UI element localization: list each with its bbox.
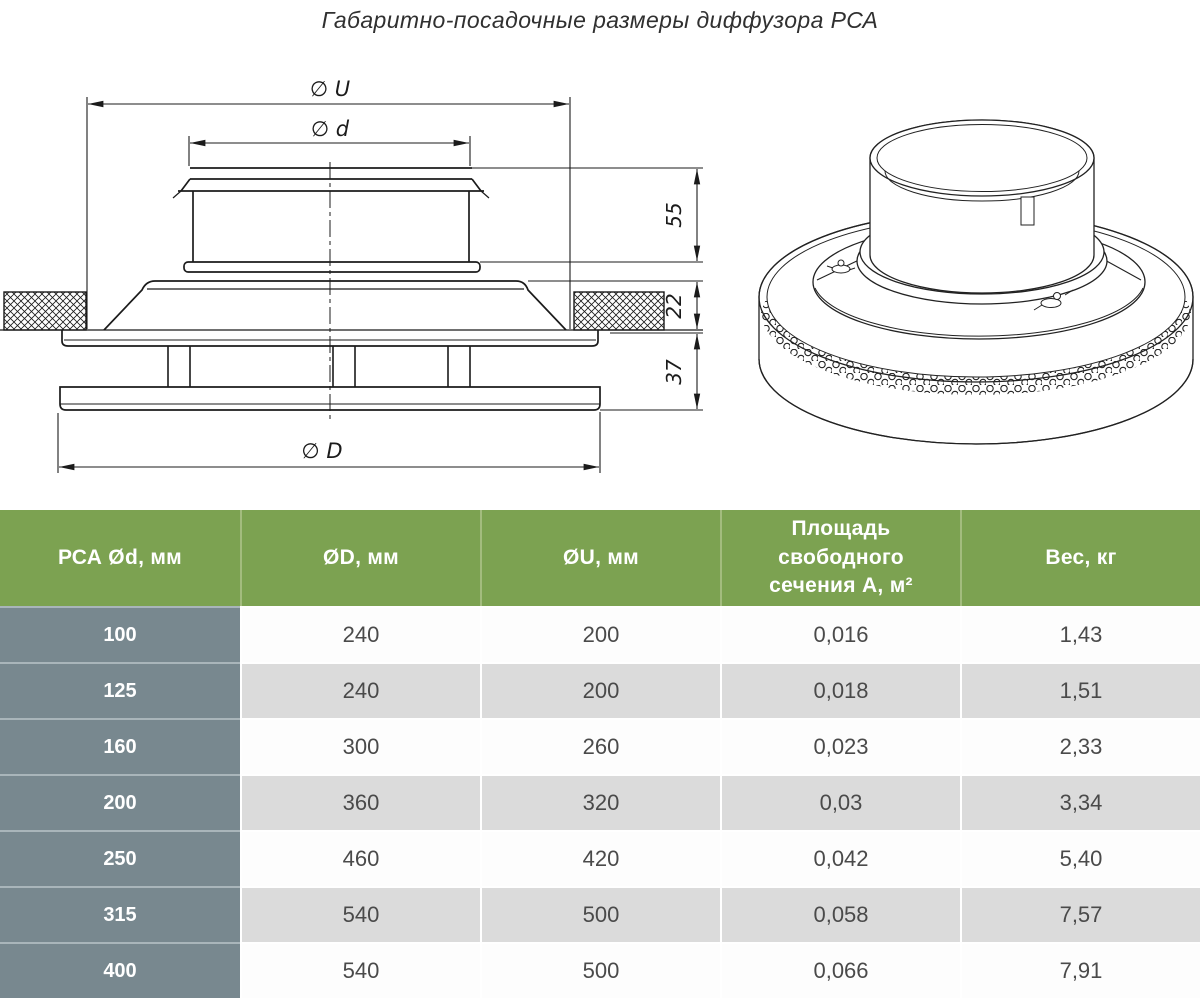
- dim-label-37: 37: [662, 359, 686, 385]
- table-row: 125 240 200 0,018 1,51: [0, 662, 1200, 718]
- table-cell: 500: [480, 886, 720, 942]
- table-cell: 540: [240, 942, 480, 998]
- table-cell: 3,34: [960, 774, 1200, 830]
- iso-neck: [869, 119, 1095, 294]
- table-row: 250 460 420 0,042 5,40: [0, 830, 1200, 886]
- table-cell: 0,042: [720, 830, 960, 886]
- table-row: 160 300 260 0,023 2,33: [0, 718, 1200, 774]
- table-cell: 0,016: [720, 606, 960, 662]
- dim-label-22: 22: [662, 293, 686, 318]
- dimension-55-22-37: [472, 167, 703, 411]
- ceiling-hatch: [0, 291, 703, 331]
- row-header-cell: 400: [0, 942, 240, 998]
- table-cell: 7,91: [960, 942, 1200, 998]
- dimension-big-d: [57, 412, 601, 473]
- table-cell: 240: [240, 662, 480, 718]
- table-cell: 320: [480, 774, 720, 830]
- isometric-drawing: [758, 119, 1194, 445]
- table-cell: 500: [480, 942, 720, 998]
- dim-label-big-d: ∅ D: [301, 439, 342, 463]
- table-cell: 360: [240, 774, 480, 830]
- table-cell: 1,43: [960, 606, 1200, 662]
- table-cell: 460: [240, 830, 480, 886]
- table-cell: 0,066: [720, 942, 960, 998]
- table-cell: 200: [480, 662, 720, 718]
- spacer-posts: [167, 346, 471, 387]
- table-row: 400 540 500 0,066 7,91: [0, 942, 1200, 998]
- dimension-u: [86, 97, 571, 329]
- table-cell: 240: [240, 606, 480, 662]
- dim-label-d: ∅ d: [311, 117, 350, 141]
- table-cell: 5,40: [960, 830, 1200, 886]
- table-cell: 1,51: [960, 662, 1200, 718]
- page-title: Габаритно-посадочные размеры диффузора Р…: [321, 7, 879, 33]
- table-cell: 0,023: [720, 718, 960, 774]
- row-header-cell: 315: [0, 886, 240, 942]
- col-header-diameter-d: РСА Ød, мм: [0, 510, 240, 606]
- row-header-cell: 250: [0, 830, 240, 886]
- table-row: 100 240 200 0,016 1,43: [0, 606, 1200, 662]
- section-drawing: ∅ U ∅ d ∅ D 55 22 37: [0, 77, 703, 473]
- table-row: 200 360 320 0,03 3,34: [0, 774, 1200, 830]
- col-header-weight: Вес, кг: [960, 510, 1200, 606]
- body-outline: [103, 280, 567, 331]
- table-cell: 7,57: [960, 886, 1200, 942]
- table-cell: 200: [480, 606, 720, 662]
- table-cell: 300: [240, 718, 480, 774]
- table-header-row: РСА Ød, мм ØD, мм ØU, мм Площадь свободн…: [0, 510, 1200, 606]
- row-header-cell: 200: [0, 774, 240, 830]
- table-cell: 540: [240, 886, 480, 942]
- table-cell: 420: [480, 830, 720, 886]
- col-header-diameter-D: ØD, мм: [240, 510, 480, 606]
- table-cell: 0,03: [720, 774, 960, 830]
- dimensions-table: РСА Ød, мм ØD, мм ØU, мм Площадь свободн…: [0, 510, 1200, 998]
- iso-clamp-left: [826, 259, 856, 274]
- dim-label-55: 55: [662, 202, 686, 227]
- table-cell: 0,018: [720, 662, 960, 718]
- table-cell: 260: [480, 718, 720, 774]
- dimension-d: [188, 136, 471, 166]
- col-header-free-area: Площадь свободного сечения А, м²: [720, 510, 960, 606]
- dim-label-u: ∅ U: [310, 77, 350, 101]
- neck-outline: [172, 167, 490, 273]
- row-header-cell: 160: [0, 718, 240, 774]
- table-cell: 0,058: [720, 886, 960, 942]
- row-header-cell: 100: [0, 606, 240, 662]
- table-row: 315 540 500 0,058 7,57: [0, 886, 1200, 942]
- iso-perforated-band: [761, 297, 1191, 395]
- col-header-diameter-U: ØU, мм: [480, 510, 720, 606]
- row-header-cell: 125: [0, 662, 240, 718]
- table-cell: 2,33: [960, 718, 1200, 774]
- iso-clamp-right: [1033, 289, 1074, 311]
